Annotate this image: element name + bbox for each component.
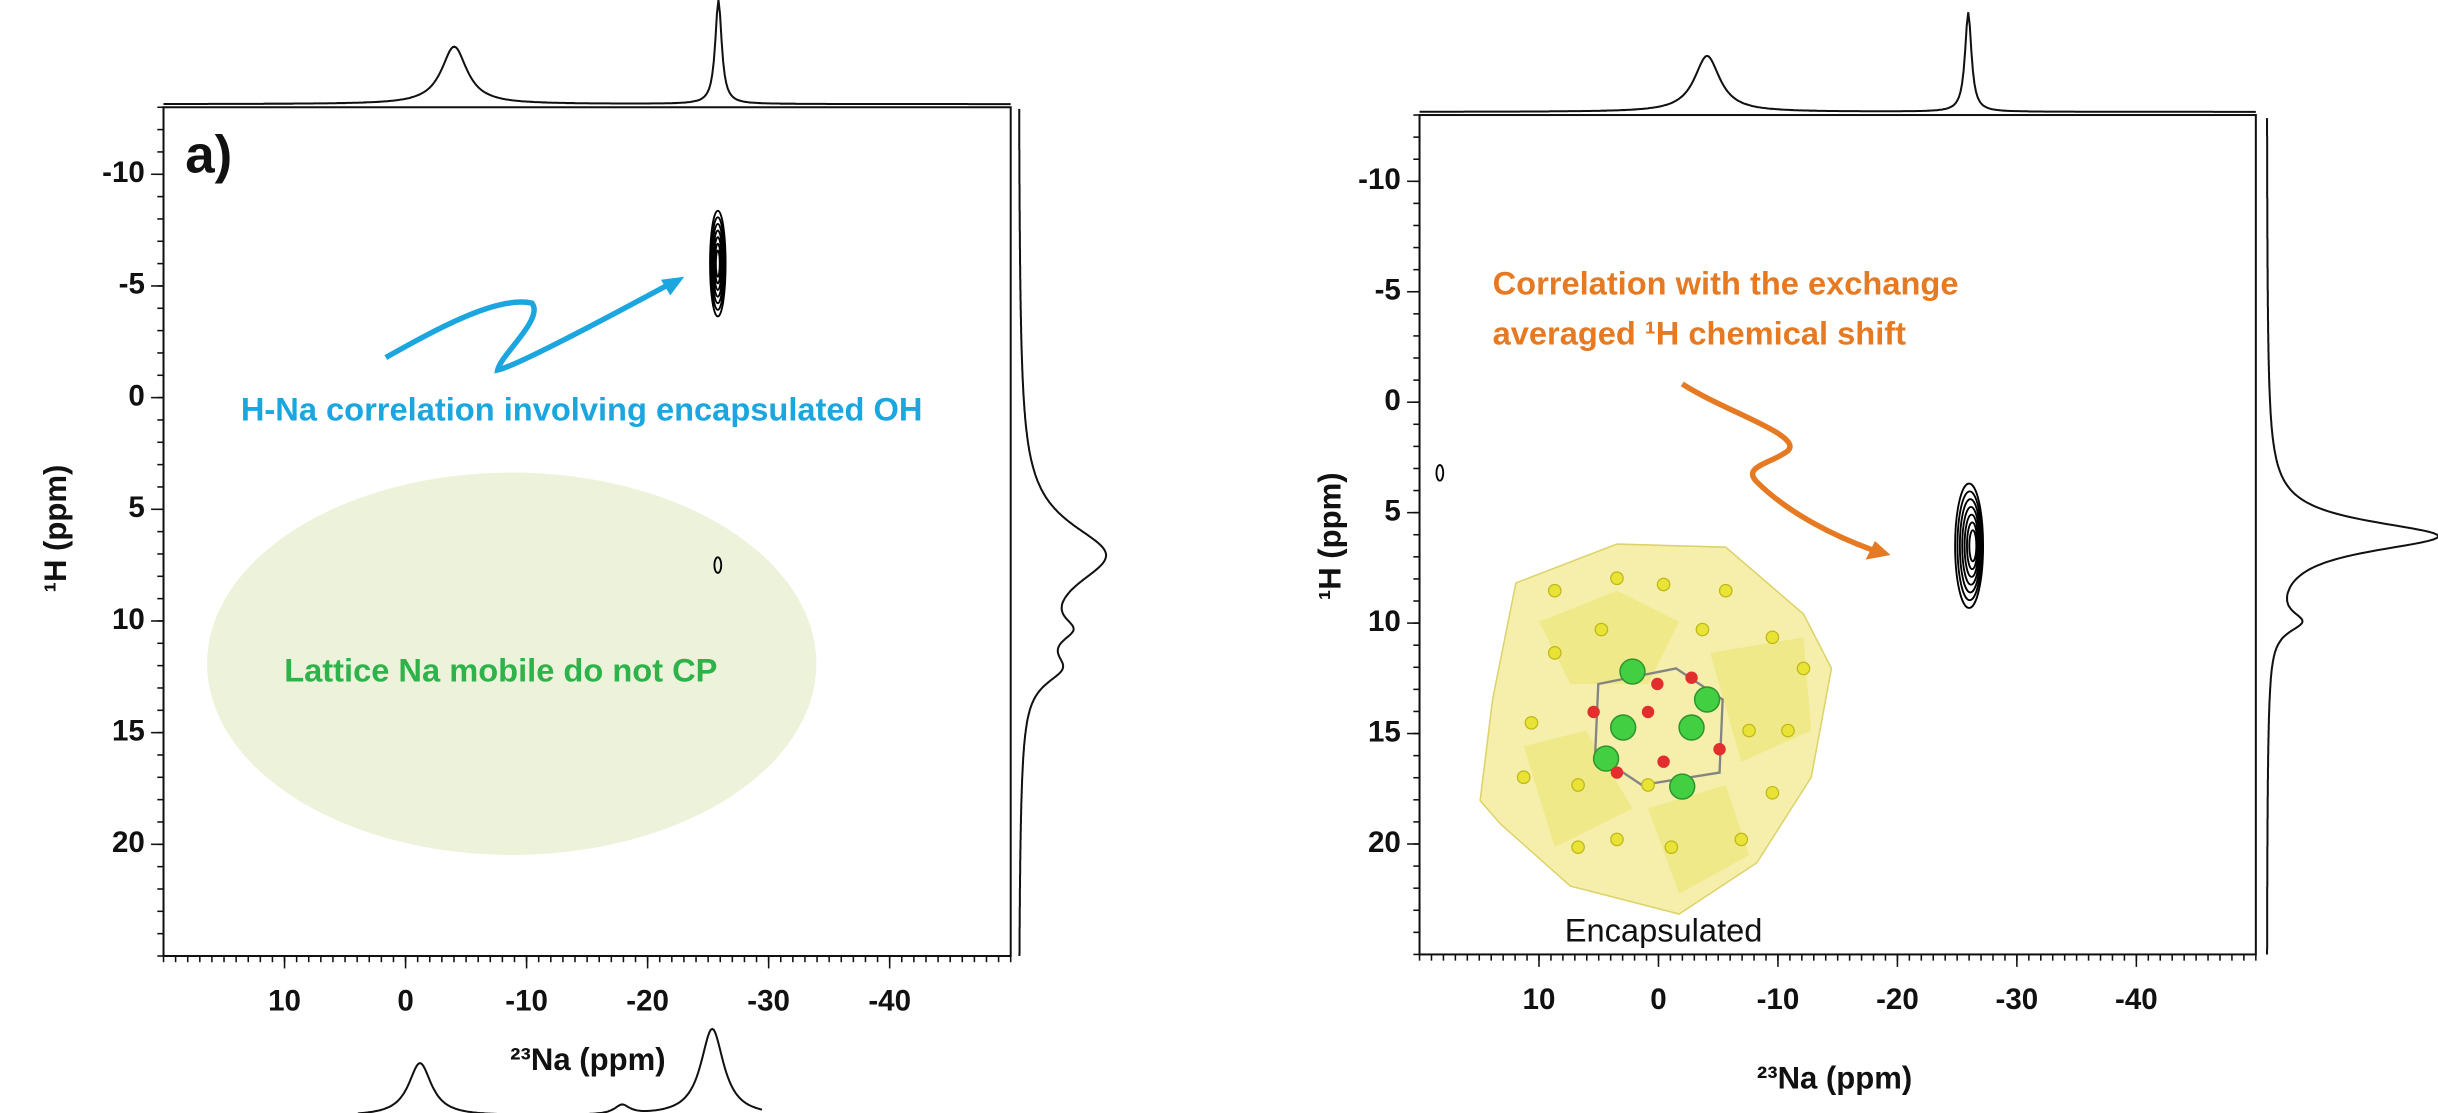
y-tick-label: 5 — [1384, 494, 1400, 527]
x-tick-label: 10 — [1523, 983, 1556, 1016]
x-tick-label: 10 — [268, 984, 301, 1017]
y-tick-label: -10 — [1358, 163, 1401, 196]
x-tick-label: -30 — [747, 984, 790, 1017]
x-tick-label: 0 — [1650, 983, 1666, 1016]
projection-trace — [1420, 12, 2256, 112]
figure: 10 0 -10 -20 -30 -40 -10 -5 0 5 10 15 20 ²³Na (ppm) ¹H… — [0, 0, 2438, 1113]
y-tick-label: -10 — [102, 156, 145, 189]
x-tick-label: -20 — [1876, 983, 1919, 1016]
y-tick-label: 10 — [1368, 605, 1401, 638]
annotation: Correlation with the exchange — [1493, 265, 1959, 302]
arrow — [1682, 384, 1873, 550]
y-tick-label: 0 — [1384, 384, 1400, 417]
peak — [1955, 484, 1983, 608]
y-tick-label: 20 — [1368, 826, 1401, 859]
contour-line — [716, 250, 720, 276]
y-tick-label: 15 — [1368, 715, 1401, 748]
y-tick-label: -5 — [1375, 274, 1401, 307]
contour-line — [1436, 465, 1443, 481]
contour-line — [1969, 530, 1976, 561]
x-tick-label: -40 — [2115, 983, 2158, 1016]
annotation: H-Na correlation involving encapsulated … — [241, 391, 923, 428]
arrow — [386, 284, 669, 369]
y-axis-label: ¹H (ppm) — [1313, 472, 1348, 600]
annotation: averaged ¹H chemical shift — [1493, 314, 1907, 351]
y-tick-label: 15 — [112, 714, 145, 747]
annotation: Lattice Na mobile do not CP — [284, 652, 717, 689]
peak — [1436, 465, 1443, 481]
panel-label: a) — [185, 126, 232, 185]
x-tick-label: -20 — [626, 984, 669, 1017]
crystal-structure — [1480, 544, 1831, 914]
projection-trace — [1019, 109, 1106, 956]
x-tick-label: 0 — [397, 984, 413, 1017]
annotation: Encapsulated — [1565, 911, 1763, 948]
x-tick-label: -10 — [1757, 983, 1800, 1016]
x-axis-label: ²³Na (ppm) — [510, 1042, 665, 1077]
x-tick-label: -10 — [505, 984, 548, 1017]
y-tick-label: 5 — [128, 491, 144, 524]
x-axis-label: ²³Na (ppm) — [1757, 1061, 1912, 1096]
y-tick-label: 0 — [128, 379, 144, 412]
x-tick-label: -40 — [868, 984, 911, 1017]
y-axis-label: ¹H (ppm) — [38, 465, 73, 593]
projection-trace — [164, 0, 1011, 104]
peak — [710, 211, 726, 317]
y-tick-label: 10 — [112, 603, 145, 636]
y-tick-label: 20 — [112, 826, 145, 859]
y-tick-label: -5 — [119, 268, 145, 301]
x-tick-label: -30 — [1996, 983, 2039, 1016]
projection-trace — [2267, 118, 2438, 954]
